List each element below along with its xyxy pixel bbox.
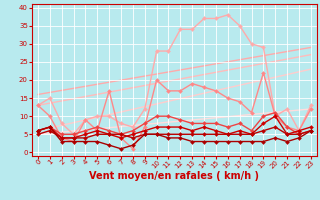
X-axis label: Vent moyen/en rafales ( km/h ): Vent moyen/en rafales ( km/h ) bbox=[89, 171, 260, 181]
